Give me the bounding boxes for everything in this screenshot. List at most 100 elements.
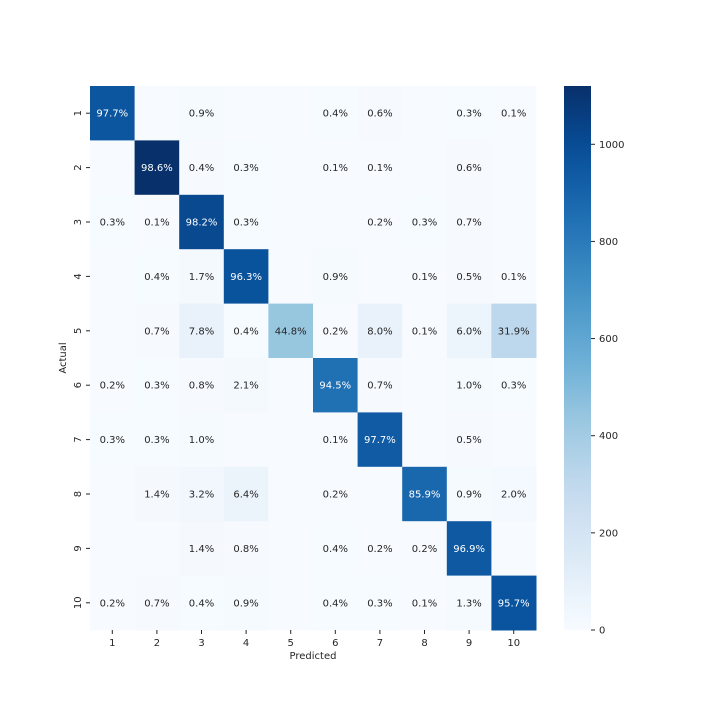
heatmap-cell [357,86,403,141]
heatmap-cell [491,358,537,413]
heatmap-cell [134,358,180,413]
x-tick-label: 2 [154,638,160,649]
heatmap-cell [268,412,314,468]
cell-label: 0.9% [189,109,214,120]
heatmap-cell [223,358,269,413]
y-tick-label: 6 [73,382,84,388]
cell-label: 0.4% [189,163,214,174]
cell-label: 0.4% [144,272,169,283]
cell-label: 0.3% [144,381,169,392]
heatmap-cell [313,575,359,631]
cell-label: 1.3% [456,598,481,609]
cell-label: 6.4% [233,490,258,501]
heatmap-cell [313,521,359,577]
heatmap-cell [134,303,180,359]
cell-label: 0.4% [323,109,348,120]
heatmap-cell [357,466,403,522]
x-tick-label: 7 [377,638,383,649]
heatmap-cell [179,575,225,631]
cell-label: 0.1% [412,326,437,337]
heatmap-cell [313,249,359,305]
cell-label: 6.0% [456,326,481,337]
heatmap-cell [446,249,492,305]
heatmap-cell [357,412,403,468]
heatmap-cell [223,86,269,141]
cell-label: 0.2% [367,544,392,555]
cell-label: 2.0% [501,490,526,501]
cell-label: 8.0% [367,326,392,337]
heatmap-cell [134,412,180,468]
heatmap-cell [402,358,448,413]
heatmap-cell [268,466,314,522]
cell-label: 0.8% [233,544,258,555]
cell-label: 1.7% [189,272,214,283]
cell-label: 0.6% [367,109,392,120]
cell-label: 0.3% [100,435,125,446]
x-tick-label: 4 [243,638,249,649]
colorbar-tick-label: 1000 [599,140,624,151]
heatmap-cell [491,194,537,250]
heatmap-cell [446,140,492,196]
y-tick-label: 3 [73,219,84,225]
colorbar-tick-label: 400 [599,431,618,442]
x-tick-label: 6 [332,638,338,649]
cell-label: 96.3% [230,272,262,283]
heatmap-cell [223,303,269,359]
heatmap-cell [223,412,269,468]
cell-label: 0.2% [323,490,348,501]
heatmap-cell [223,466,269,522]
heatmap-cell [402,521,448,577]
heatmap-cell [446,358,492,413]
heatmap-cell [402,575,448,631]
heatmap-cell [179,249,225,305]
heatmap-cell [90,249,136,305]
cell-label: 96.9% [453,544,485,555]
heatmap-cell [491,140,537,196]
cell-label: 0.3% [367,598,392,609]
cell-label: 0.1% [144,218,169,229]
colorbar-tick-label: 800 [599,237,618,248]
heatmap-cell [90,412,136,468]
heatmap-cell [134,466,180,522]
y-tick-label: 2 [73,164,84,170]
cell-label: 0.7% [144,598,169,609]
heatmap-cell [268,249,314,305]
cell-label: 0.1% [412,272,437,283]
heatmap-cell [491,466,537,522]
heatmap-cell [268,521,314,577]
cell-label: 0.3% [456,109,481,120]
cell-label: 0.3% [501,381,526,392]
cell-label: 0.2% [100,381,125,392]
heatmap-cell [491,249,537,305]
heatmap-cell [357,249,403,305]
heatmap-cell [223,140,269,196]
heatmap-cell [134,140,180,196]
heatmap-cell [268,140,314,196]
cell-label: 0.2% [412,544,437,555]
y-tick-label: 9 [73,545,84,551]
cell-label: 0.1% [367,163,392,174]
heatmap-cell [268,194,314,250]
cell-label: 1.0% [189,435,214,446]
cell-label: 0.9% [233,598,258,609]
cell-label: 0.4% [189,598,214,609]
heatmap-cell [313,86,359,141]
heatmap-cell [268,358,314,413]
cell-label: 0.1% [323,163,348,174]
heatmap-cell [179,358,225,413]
cell-label: 0.5% [456,272,481,283]
heatmap-cell [223,575,269,631]
heatmap-cell [134,575,180,631]
cell-label: 0.1% [501,272,526,283]
heatmap-cell [491,412,537,468]
cell-label: 0.3% [412,218,437,229]
cell-label: 97.7% [96,109,128,120]
y-axis-label: Actual [58,342,69,373]
heatmap-cell [134,86,180,141]
cell-label: 0.9% [323,272,348,283]
heatmap-cell [313,466,359,522]
cell-label: 0.9% [456,490,481,501]
x-tick-label: 1 [109,638,115,649]
heatmap-cell [446,466,492,522]
cell-label: 0.7% [367,381,392,392]
